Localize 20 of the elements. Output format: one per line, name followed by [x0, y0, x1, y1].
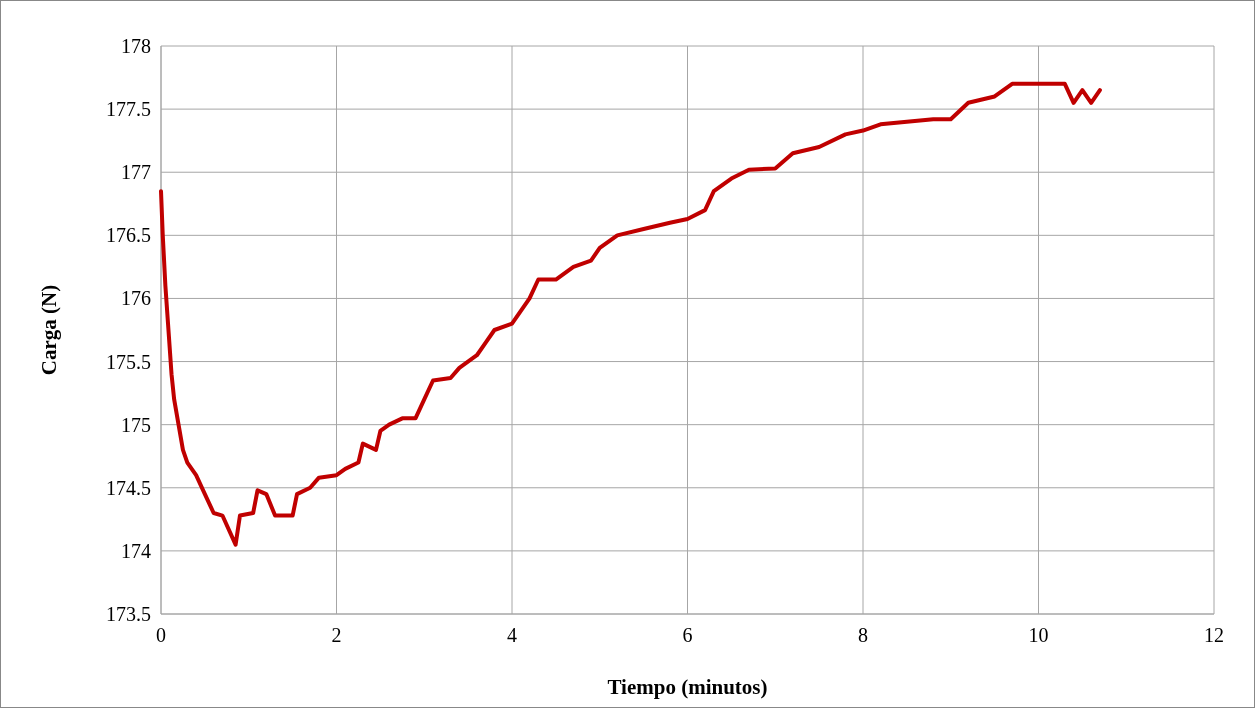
y-tick-label: 177: [121, 161, 151, 184]
y-tick-label: 173.5: [106, 603, 151, 625]
y-tick-label: 178: [121, 35, 151, 57]
x-tick-label: 8: [858, 624, 868, 646]
x-tick-label: 10: [1028, 624, 1049, 646]
line-series: [159, 81, 1102, 547]
x-axis-title: Tiempo (minutos): [607, 675, 768, 699]
y-tick-label: 177.5: [106, 98, 151, 121]
y-tick-label: 174.5: [106, 476, 151, 499]
y-axis-title: Carga (N): [37, 284, 61, 376]
y-tick-label: 175.5: [106, 350, 151, 373]
y-tick-label: 176.5: [106, 224, 151, 247]
x-tick-label: 12: [1204, 624, 1224, 646]
x-tick-label: 2: [331, 624, 342, 646]
x-tick-label: 4: [507, 624, 517, 646]
x-tick-label: 6: [682, 624, 693, 646]
y-tick-label: 175: [121, 413, 151, 436]
x-tick-label: 0: [156, 624, 166, 646]
y-tick-label: 174: [121, 539, 151, 562]
y-tick-label: 176: [121, 287, 151, 310]
